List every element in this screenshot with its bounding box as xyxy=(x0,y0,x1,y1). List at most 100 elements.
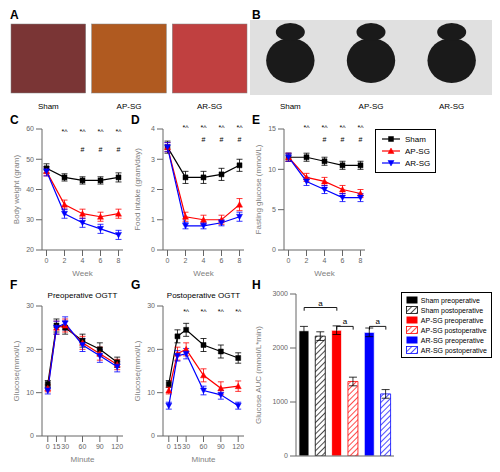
html-text:Sham: Sham xyxy=(405,134,426,144)
svg-text:Glucose(mmol/L): Glucose(mmol/L) xyxy=(12,340,21,401)
svg-text:5: 5 xyxy=(272,206,276,213)
svg-text:Week: Week xyxy=(193,269,214,278)
svg-text:30: 30 xyxy=(26,302,34,309)
svg-text:#: # xyxy=(81,146,85,153)
svg-text:*^: *^ xyxy=(218,124,225,131)
svg-text:6: 6 xyxy=(99,257,103,264)
svg-text:*^: *^ xyxy=(339,124,346,131)
svg-text:2: 2 xyxy=(63,257,67,264)
svg-text:Minute: Minute xyxy=(191,455,216,464)
svg-text:1000: 1000 xyxy=(272,398,288,405)
svg-text:AP-SG: AP-SG xyxy=(117,102,142,111)
svg-text:2: 2 xyxy=(305,257,309,264)
svg-text:1: 1 xyxy=(151,216,155,223)
svg-text:a: a xyxy=(318,299,323,308)
svg-text:*^: *^ xyxy=(183,308,190,315)
svg-text:0: 0 xyxy=(166,257,170,264)
svg-text:AP-SG: AP-SG xyxy=(359,102,384,111)
svg-text:15: 15 xyxy=(53,443,61,450)
svg-text:20: 20 xyxy=(147,346,155,353)
svg-text:15: 15 xyxy=(268,125,276,132)
svg-text:0: 0 xyxy=(151,246,155,253)
svg-text:30: 30 xyxy=(26,216,34,223)
svg-text:*^: *^ xyxy=(97,128,104,135)
svg-text:*^: *^ xyxy=(200,308,207,315)
html-text:AP-SG: AP-SG xyxy=(405,146,430,156)
svg-text:*^: *^ xyxy=(235,308,242,315)
svg-text:10: 10 xyxy=(268,166,276,173)
svg-text:0: 0 xyxy=(30,432,34,439)
svg-text:4: 4 xyxy=(151,125,155,132)
svg-text:40: 40 xyxy=(26,186,34,193)
svg-text:*^: *^ xyxy=(321,124,328,131)
svg-text:*^: *^ xyxy=(357,124,364,131)
svg-text:0: 0 xyxy=(151,432,155,439)
svg-text:Glucose(mmol/L): Glucose(mmol/L) xyxy=(133,340,142,401)
svg-text:4: 4 xyxy=(202,257,206,264)
svg-text:15: 15 xyxy=(174,443,182,450)
svg-text:#: # xyxy=(323,136,327,143)
svg-text:120: 120 xyxy=(111,443,123,450)
svg-text:Sham: Sham xyxy=(280,102,301,111)
svg-text:30: 30 xyxy=(147,302,155,309)
svg-text:*^: *^ xyxy=(61,128,68,135)
svg-text:90: 90 xyxy=(96,443,104,450)
svg-text:60: 60 xyxy=(26,125,34,132)
svg-text:Minute: Minute xyxy=(70,455,95,464)
svg-text:Glucose AUC (mmol/L*min): Glucose AUC (mmol/L*min) xyxy=(254,326,263,424)
svg-text:4: 4 xyxy=(323,257,327,264)
svg-text:Week: Week xyxy=(314,269,335,278)
svg-text:#: # xyxy=(238,136,242,143)
svg-text:20: 20 xyxy=(26,246,34,253)
svg-text:120: 120 xyxy=(232,443,244,450)
svg-text:60: 60 xyxy=(200,443,208,450)
svg-text:a: a xyxy=(375,317,380,326)
svg-text:*^: *^ xyxy=(200,124,207,131)
svg-text:Food intake (gram/day): Food intake (gram/day) xyxy=(133,148,142,231)
svg-text:6: 6 xyxy=(341,257,345,264)
svg-text:8: 8 xyxy=(117,257,121,264)
svg-text:AR-SG: AR-SG xyxy=(439,102,464,111)
svg-text:0: 0 xyxy=(284,452,288,459)
svg-text:0: 0 xyxy=(167,443,171,450)
svg-text:*^: *^ xyxy=(182,124,189,131)
svg-text:8: 8 xyxy=(359,257,363,264)
svg-text:6: 6 xyxy=(220,257,224,264)
svg-text:3: 3 xyxy=(151,156,155,163)
svg-text:#: # xyxy=(220,136,224,143)
svg-text:#: # xyxy=(99,146,103,153)
svg-text:50: 50 xyxy=(26,156,34,163)
svg-text:4: 4 xyxy=(81,257,85,264)
svg-text:*^: *^ xyxy=(79,128,86,135)
svg-text:2000: 2000 xyxy=(272,344,288,351)
svg-text:3000: 3000 xyxy=(272,290,288,297)
svg-text:*^: *^ xyxy=(303,124,310,131)
svg-text:10: 10 xyxy=(147,389,155,396)
svg-text:0: 0 xyxy=(287,257,291,264)
svg-text:#: # xyxy=(202,136,206,143)
svg-text:0: 0 xyxy=(45,257,49,264)
svg-text:20: 20 xyxy=(26,346,34,353)
svg-text:*^: *^ xyxy=(236,124,243,131)
svg-text:2: 2 xyxy=(151,186,155,193)
svg-text:8: 8 xyxy=(238,257,242,264)
svg-text:#: # xyxy=(341,136,345,143)
svg-text:#: # xyxy=(359,136,363,143)
svg-text:30: 30 xyxy=(61,443,69,450)
svg-text:Body weight (gram): Body weight (gram) xyxy=(12,154,21,224)
svg-text:60: 60 xyxy=(79,443,87,450)
svg-text:2: 2 xyxy=(184,257,188,264)
svg-text:10: 10 xyxy=(26,389,34,396)
svg-text:AR-SG: AR-SG xyxy=(197,102,222,111)
svg-text:90: 90 xyxy=(217,443,225,450)
svg-text:*^: *^ xyxy=(218,308,225,315)
svg-text:30: 30 xyxy=(182,443,190,450)
svg-text:Sham: Sham xyxy=(38,102,59,111)
svg-text:0: 0 xyxy=(46,443,50,450)
svg-text:#: # xyxy=(117,146,121,153)
svg-text:0: 0 xyxy=(272,246,276,253)
svg-text:a: a xyxy=(343,317,348,326)
svg-text:*^: *^ xyxy=(115,128,122,135)
svg-text:Week: Week xyxy=(72,269,93,278)
svg-text:Fasting glucose (mmol/L): Fasting glucose (mmol/L) xyxy=(254,144,263,234)
